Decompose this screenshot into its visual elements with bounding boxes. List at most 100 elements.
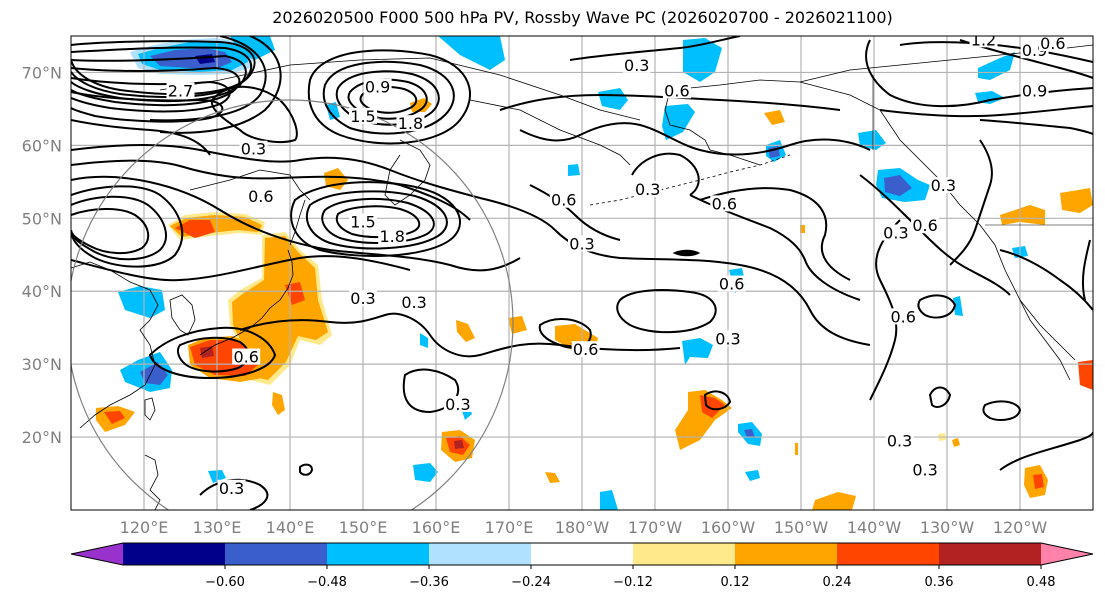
contour-label-background	[378, 228, 407, 245]
contour-label: 2.7	[168, 81, 193, 100]
pv-contour	[149, 36, 267, 122]
coastline-taiwan	[144, 397, 156, 421]
pv-contour	[672, 249, 701, 257]
pv-contour	[479, 197, 871, 346]
positive-anomaly-patch	[952, 438, 960, 447]
colorbar-bin	[429, 543, 532, 565]
pv-contour	[928, 386, 952, 408]
positive-anomaly-patch	[1078, 360, 1093, 390]
pv-contour	[71, 54, 247, 103]
positive-anomaly-patch	[232, 236, 328, 380]
contour-label-background	[710, 195, 739, 212]
latitude-tick-label: 20°N	[22, 428, 62, 447]
pv-contour	[321, 197, 435, 244]
negative-anomaly-patch	[600, 490, 618, 510]
pv-contour	[305, 190, 448, 250]
plot-title: 2026020500 F000 500 hPa PV, Rossby Wave …	[272, 8, 893, 27]
pv-contour	[899, 41, 1093, 63]
positive-anomaly-patch	[104, 411, 125, 424]
pv-contour	[299, 463, 314, 476]
longitude-tick-label: 150°E	[339, 518, 388, 537]
longitude-tick-label: 130°E	[193, 518, 242, 537]
contour-label-background	[549, 191, 578, 208]
contour-label: 0.6	[551, 191, 576, 210]
contour-label: 0.3	[931, 176, 956, 195]
map-frame	[70, 35, 1094, 511]
contour-label-background	[881, 224, 910, 241]
coastline-alaska-west	[664, 89, 761, 166]
pv-contour	[959, 39, 1093, 79]
contour-label: 1.8	[379, 227, 404, 246]
contour-label: 1.5	[350, 213, 375, 232]
contour-label-background	[363, 78, 392, 95]
positive-anomaly-patch	[1033, 474, 1044, 489]
positive-anomaly-patch	[272, 392, 285, 415]
contour-label: 0.3	[350, 289, 375, 308]
contour-label-background	[400, 293, 429, 310]
negative-anomaly-patch	[745, 470, 760, 481]
pv-contour	[631, 152, 700, 196]
pv-contour	[210, 85, 298, 143]
pv-contour	[335, 205, 421, 239]
colorbar-bin	[735, 543, 838, 565]
pv-contour	[71, 46, 252, 99]
pv-contour	[999, 249, 1093, 311]
pv-contour	[290, 181, 461, 257]
positive-anomaly-patch	[454, 440, 464, 449]
colorbar-outline	[70, 542, 1094, 566]
contour-label-background	[717, 275, 746, 292]
colorbar-tick-label: 0.48	[1027, 575, 1056, 590]
colorbar-tick-label: 0.12	[721, 575, 750, 590]
pv-contour	[949, 139, 993, 266]
contour-label-background	[166, 82, 195, 99]
latitude-tick-label: 60°N	[22, 136, 62, 155]
contour-label: 0.6	[573, 340, 598, 359]
colorbar-bin	[837, 543, 940, 565]
contour-label: 0.6	[248, 187, 273, 206]
colorbar-tick-label: 0.24	[823, 575, 852, 590]
contour-label-background	[911, 461, 940, 478]
longitude-labels: 120°E 130°E 140°E 150°E 160°E 170°E 180°W 170°W…	[120, 518, 1048, 537]
contour-label-background	[443, 395, 472, 412]
contour-label-background	[239, 140, 268, 157]
contour-label: 0.6	[1040, 34, 1065, 53]
contour-label: 1.2	[971, 30, 996, 49]
reference-circle	[71, 99, 514, 510]
contour-label-background	[714, 330, 742, 347]
colorbar-bin	[633, 543, 736, 565]
longitude-tick-label: 140°E	[266, 518, 315, 537]
longitude-tick-label: 180°W	[555, 518, 610, 537]
negative-anomaly-patch	[438, 36, 505, 70]
negative-anomaly-patch	[568, 164, 580, 176]
latitude-tick-label: 40°N	[22, 282, 62, 301]
contour-label: 0.3	[883, 224, 908, 243]
pv-contour	[879, 105, 1093, 118]
positive-anomaly-patch	[812, 492, 856, 510]
colorbar-tick-label: −0.12	[613, 575, 653, 590]
colorbar: −0.60 −0.48 −0.36 −0.24 −0.12 0.12 0.24 0.36 0.4…	[70, 542, 1094, 590]
positive-anomaly-patch	[795, 443, 798, 455]
colorbar-tick-label: −0.48	[307, 575, 347, 590]
colorbar-bin	[939, 543, 1042, 565]
coastline-okhotsk	[189, 169, 311, 201]
contour-label: 0.6	[912, 216, 937, 235]
pv-contour	[159, 36, 282, 134]
contour-label-background	[1038, 36, 1067, 51]
pv-contour	[148, 326, 277, 380]
pv-contour	[569, 36, 741, 61]
contour-label-background	[349, 290, 377, 307]
contour-label: 0.3	[624, 56, 649, 75]
contour-label-background	[911, 217, 940, 234]
pv-contour	[979, 119, 1093, 135]
colorbar-bin	[531, 543, 634, 565]
pv-contour	[322, 60, 455, 135]
contour-label: 1.8	[398, 114, 423, 133]
contour-labels: 0.91.5 1.82.70.30.61.51.80.3 0.30.60.30.30…	[166, 30, 1067, 498]
contour-label: 1.5	[350, 107, 375, 126]
contour-label: 0.9	[1022, 81, 1047, 100]
negative-anomaly-patch	[744, 429, 755, 438]
pv-contour	[519, 122, 871, 156]
positive-anomaly-patch	[456, 320, 475, 342]
contour-label: 0.3	[912, 461, 937, 480]
contour-label: 0.3	[715, 329, 740, 348]
